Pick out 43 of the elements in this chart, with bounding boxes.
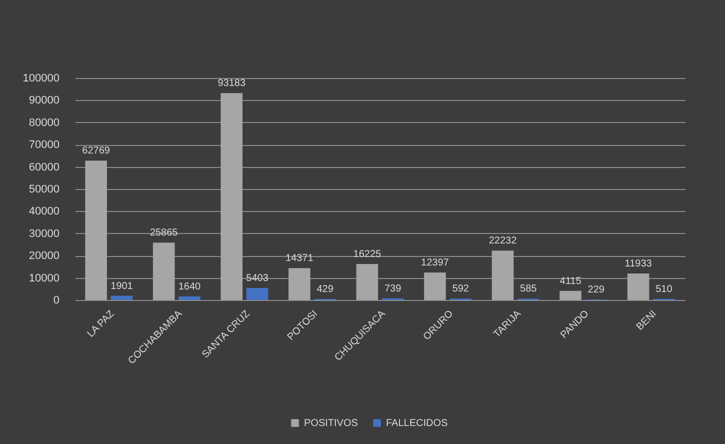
data-label: 14371: [285, 253, 314, 264]
bar: [560, 290, 582, 300]
data-label: 11933: [624, 258, 652, 270]
data-label: 22232: [488, 236, 518, 247]
y-tick-label: 0: [53, 294, 60, 306]
data-label: 5403: [246, 273, 269, 284]
legend-label: POSITIVOS: [304, 418, 358, 429]
y-tick-label: 80000: [28, 116, 60, 129]
data-label: 429: [316, 284, 334, 296]
bar: [178, 296, 200, 300]
bar: [110, 296, 133, 300]
y-tick-label: 70000: [28, 139, 60, 152]
y-tick-label: 90000: [28, 94, 60, 107]
data-label: 1901: [110, 280, 134, 292]
data-label: 25865: [150, 228, 178, 239]
data-label: 12397: [421, 257, 450, 268]
data-label: 585: [520, 284, 538, 295]
bar: [492, 250, 514, 300]
y-tick-label: 30000: [28, 228, 60, 240]
data-label: 510: [656, 284, 673, 295]
data-label: 62769: [82, 146, 110, 157]
data-label: 592: [452, 284, 470, 295]
bar: [424, 272, 446, 300]
y-tick-label: 20000: [28, 250, 60, 262]
bar: [246, 288, 268, 300]
data-label: 1640: [178, 281, 202, 292]
y-tick-label: 100000: [22, 72, 60, 84]
y-tick-label: 60000: [28, 161, 60, 174]
bar: [288, 268, 310, 300]
data-label: 739: [384, 283, 402, 294]
data-label: 229: [588, 284, 605, 296]
bar: [85, 160, 107, 300]
legend-label: FALLECIDOS: [386, 418, 448, 429]
data-label: 93183: [218, 78, 246, 90]
bar: [356, 264, 378, 300]
y-tick-label: 40000: [28, 206, 60, 218]
y-tick-label: 50000: [28, 184, 60, 196]
bar: [152, 242, 175, 300]
data-label: 4115: [560, 276, 582, 287]
bar: [220, 93, 243, 300]
y-tick-label: 10000: [28, 272, 60, 284]
data-label: 16225: [353, 248, 382, 260]
bar: [627, 274, 650, 300]
